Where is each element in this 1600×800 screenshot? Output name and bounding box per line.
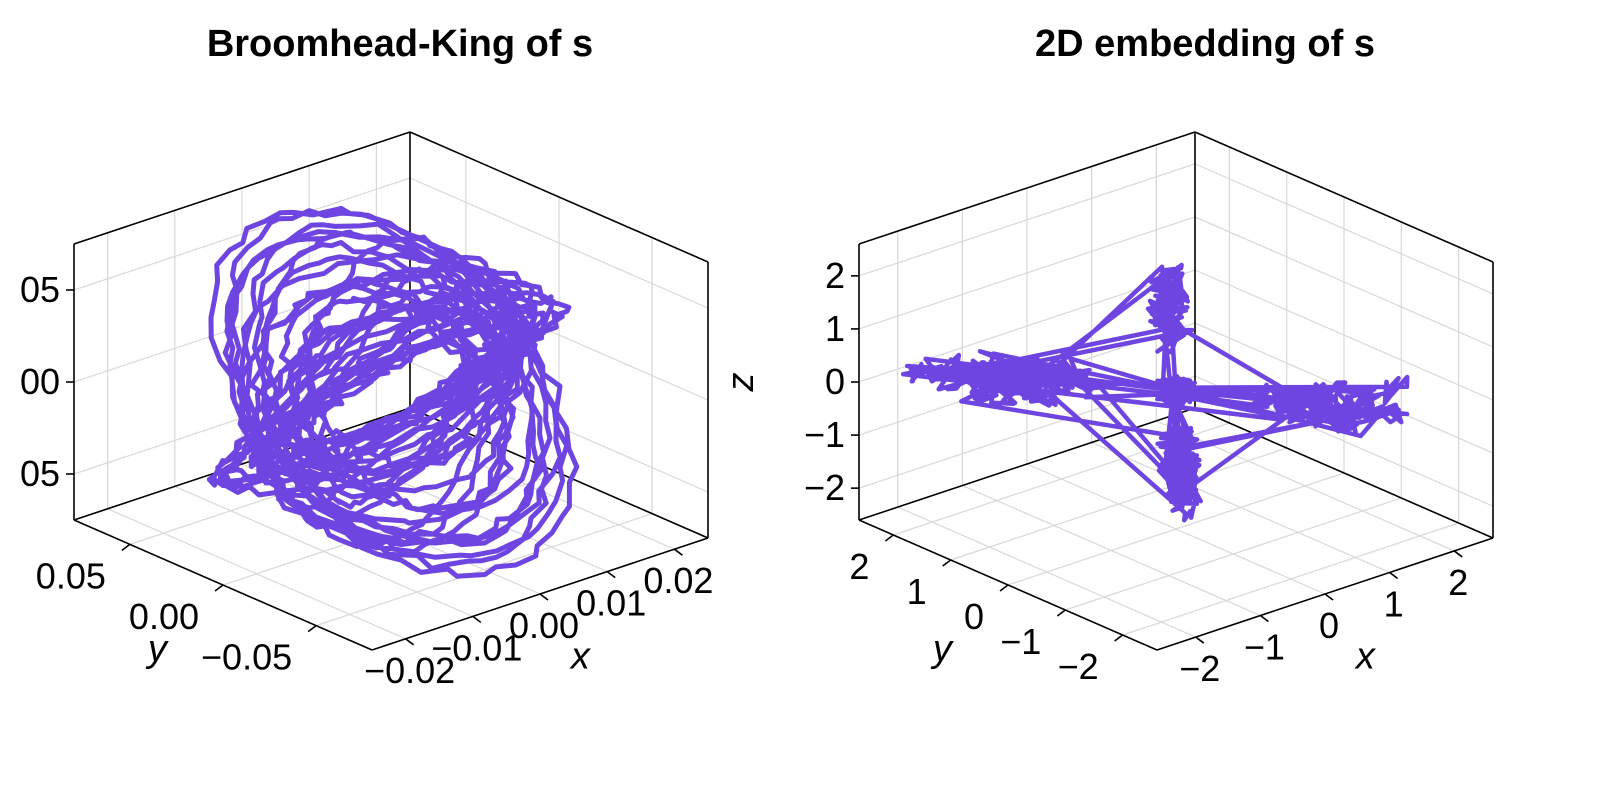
x-axis: −0.02−0.010.000.010.02 x (364, 548, 713, 691)
x-axis-label: x (1354, 636, 1377, 678)
y-tick-label: −0.05 (201, 637, 292, 678)
x-axis-label: x (569, 636, 592, 678)
y-tick-label: 0 (964, 596, 984, 637)
z-tick-label: −2 (804, 467, 845, 508)
x-tick-mark (405, 638, 415, 646)
y-tick-mark (214, 584, 224, 592)
frame-edge (409, 131, 709, 263)
plot-title: 2D embedding of s (1035, 23, 1375, 65)
y-tick-label: 0.00 (129, 596, 199, 637)
frame-edge (73, 407, 411, 521)
x-tick-label: −0.01 (431, 627, 522, 668)
x-tick-label: −2 (1179, 648, 1220, 689)
y-tick-label: −1 (1000, 621, 1041, 662)
y-axis-label: y (145, 628, 169, 670)
x-tick-label: 0.02 (643, 560, 713, 601)
z-axis: −2 −1 0 1 2 z (720, 255, 859, 508)
z-tick-label: −1 (804, 414, 845, 455)
grid-line (950, 447, 1287, 561)
frame-edge (73, 131, 411, 245)
axis-frame (73, 131, 709, 651)
y-tick-mark (884, 534, 894, 542)
axis-frame (858, 131, 1494, 651)
x-tick-label: 1 (1384, 583, 1404, 624)
z-tick-label: 2 (825, 255, 845, 296)
series-line (206, 205, 580, 579)
x-tick-mark (606, 570, 616, 579)
series-line (900, 262, 1410, 523)
y-tick-label: 2 (849, 546, 869, 587)
z-axis: 05 00 05 (20, 269, 74, 494)
plot-broomhead-king: Broomhead-King of s −0.02−0.010.000.010.… (20, 23, 713, 691)
trajectory (206, 205, 580, 579)
x-tick-label: −0.02 (364, 650, 455, 691)
grid-line (1065, 497, 1402, 611)
y-tick-label: 1 (907, 571, 927, 612)
x-tick-mark (472, 615, 482, 624)
grid-lines (73, 143, 709, 640)
x-tick-mark (1389, 571, 1399, 580)
y-tick-mark (1114, 634, 1124, 642)
grid-line (1122, 522, 1459, 636)
x-tick-label: 0.01 (576, 583, 646, 624)
y-axis: −2 −1 012 y (849, 534, 1124, 687)
frame-edge (858, 131, 1196, 245)
frame-edge (1194, 131, 1494, 263)
x-tick-mark (539, 593, 549, 601)
x-tick-label: 2 (1448, 562, 1468, 603)
plot-title: Broomhead-King of s (207, 23, 593, 65)
x-tick-mark (1259, 614, 1269, 623)
x-axis: −2 −1 0 1 2 x (1179, 550, 1468, 689)
grid-line (315, 513, 653, 627)
x-tick-mark (1195, 636, 1205, 644)
y-tick-label: −2 (1058, 646, 1099, 687)
grid-line (1007, 472, 1345, 586)
z-tick-label: 05 (20, 453, 60, 494)
frame-edge (1194, 407, 1494, 539)
x-tick-mark (1453, 550, 1463, 558)
z-tick-label: 00 (20, 361, 60, 402)
x-tick-label: −1 (1244, 627, 1285, 668)
z-tick-label: 1 (825, 308, 845, 349)
frame-edge (858, 407, 1196, 521)
plot-2d-embedding: 2D embedding of s −2−1012x−2−1012y−2−101… (720, 23, 1494, 689)
y-tick-mark (307, 624, 317, 633)
y-axis-label: y (930, 628, 954, 670)
z-tick-label: 05 (20, 269, 60, 310)
y-tick-mark (999, 584, 1009, 592)
y-tick-mark (942, 559, 952, 567)
y-axis: −0.050.00 0.05 y (36, 543, 317, 678)
y-tick-label: 0.05 (36, 555, 106, 596)
y-tick-mark (1056, 609, 1066, 617)
z-axis-label: z (720, 373, 762, 393)
z-tick-label: 0 (825, 361, 845, 402)
trajectory (900, 262, 1410, 523)
x-tick-mark (1324, 593, 1334, 601)
x-tick-label: 0 (1319, 605, 1339, 646)
x-tick-mark (673, 548, 683, 556)
x-tick-label: 0.00 (509, 605, 579, 646)
y-tick-mark (121, 543, 131, 552)
